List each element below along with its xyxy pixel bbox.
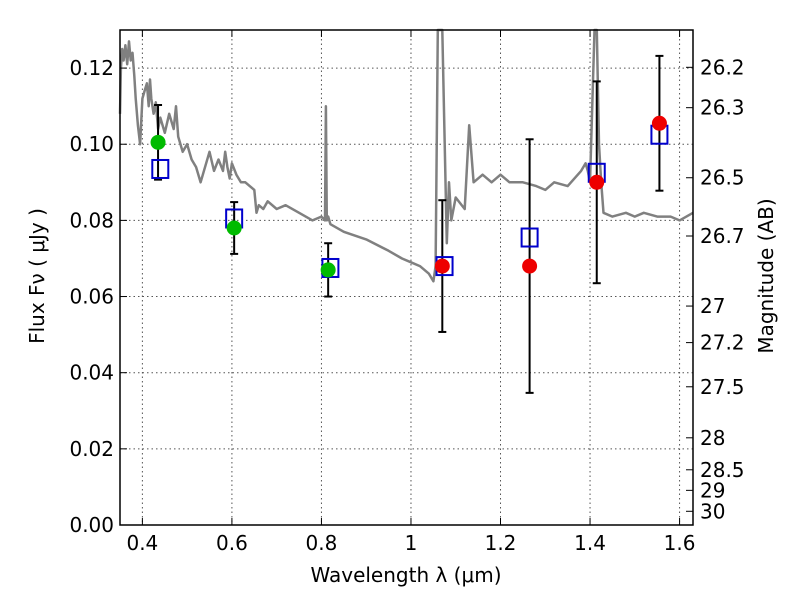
model-square <box>151 158 170 179</box>
magnitude-tick-label: 28.5 <box>700 458 745 482</box>
magnitude-tick-label: 26.2 <box>700 55 745 79</box>
green-point <box>150 134 166 150</box>
x-axis-label: Wavelength λ (μm) <box>310 563 501 587</box>
y-tick-label: 0.12 <box>69 56 114 80</box>
grid <box>120 30 693 526</box>
x-axis: 0.4 0.6 0.8 1 1.2 1.4 1.6 <box>126 30 695 555</box>
magnitude-tick-label: 26.5 <box>700 166 745 190</box>
red-point <box>651 115 667 131</box>
red-point <box>522 258 538 274</box>
model-square <box>520 227 539 248</box>
magnitude-tick-label: 26.7 <box>700 224 745 248</box>
x-tick-label: 1.4 <box>574 531 606 555</box>
magnitude-tick-label: 27 <box>700 294 725 318</box>
y-axis-right-label: Magnitude (AB) <box>754 198 778 353</box>
y-tick-label: 0.06 <box>69 285 114 309</box>
x-tick-label: 0.4 <box>126 531 158 555</box>
red-point <box>589 174 605 190</box>
y-axis-label: Flux Fν ( μJy ) <box>25 208 49 344</box>
magnitude-tick-label: 29 <box>700 478 725 502</box>
sed-model-curve <box>118 28 694 283</box>
y-tick-label: 0.00 <box>69 513 114 537</box>
x-tick-label: 1.6 <box>664 531 696 555</box>
magnitude-tick-label: 30 <box>700 499 725 523</box>
magnitude-tick-label: 26.3 <box>700 96 745 120</box>
magnitude-tick-label: 27.2 <box>700 331 745 355</box>
x-tick-label: 0.8 <box>306 531 338 555</box>
magnitude-tick-label: 27.5 <box>700 375 745 399</box>
red-point <box>434 258 450 274</box>
x-tick-label: 0.6 <box>216 531 248 555</box>
x-tick-label: 1 <box>405 531 418 555</box>
x-tick-label: 1.2 <box>485 531 517 555</box>
green-point <box>226 220 242 236</box>
y-tick-label: 0.04 <box>69 361 114 385</box>
sed-line <box>118 28 694 283</box>
y-tick-label: 0.10 <box>69 132 114 156</box>
y-tick-label: 0.02 <box>69 437 114 461</box>
observed-points <box>150 115 667 278</box>
green-point <box>320 262 336 278</box>
plot-frame <box>119 29 694 526</box>
y-tick-label: 0.08 <box>69 208 114 232</box>
magnitude-tick-label: 28 <box>700 426 725 450</box>
y-axis-left: 0.00 0.02 0.04 0.06 0.08 0.10 0.12 <box>69 56 127 537</box>
